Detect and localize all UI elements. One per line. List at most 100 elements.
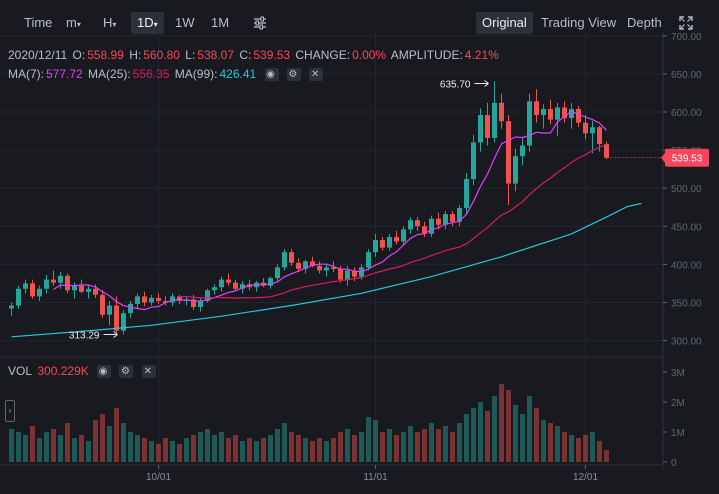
change-label: CHANGE: bbox=[295, 48, 351, 62]
volume-bar bbox=[366, 417, 371, 462]
volume-bar bbox=[79, 435, 84, 462]
volume-bar bbox=[569, 435, 574, 462]
candle-body bbox=[590, 127, 595, 134]
volume-bar bbox=[93, 420, 98, 462]
y-tick-label: 650.00 bbox=[671, 70, 702, 81]
candle-body bbox=[296, 262, 301, 269]
volume-bar bbox=[58, 435, 63, 462]
day-interval-button[interactable]: 1D▾ bbox=[131, 12, 164, 34]
ma-remove-button[interactable]: ✕ bbox=[309, 68, 324, 82]
amplitude-value: 4.21% bbox=[464, 48, 499, 62]
volume-bar bbox=[387, 429, 392, 462]
ma7-label: MA(7): bbox=[8, 67, 44, 81]
volume-bar bbox=[338, 432, 343, 462]
candle-body bbox=[562, 107, 567, 119]
candle-body bbox=[58, 275, 63, 283]
candle-body bbox=[471, 142, 476, 180]
candle-body bbox=[520, 145, 525, 157]
volume-bar bbox=[401, 432, 406, 462]
candle-body bbox=[569, 108, 574, 119]
candle-body bbox=[408, 220, 413, 230]
candle-body bbox=[219, 279, 224, 288]
volume-bar bbox=[562, 432, 567, 462]
volume-bar bbox=[555, 426, 560, 462]
volume-bar bbox=[23, 435, 28, 462]
minute-interval-button[interactable]: m▾ bbox=[66, 12, 81, 34]
candle-body bbox=[177, 296, 182, 301]
candle-body bbox=[163, 300, 168, 303]
ma-settings-button[interactable]: ⚙ bbox=[286, 68, 301, 82]
fullscreen-button[interactable] bbox=[678, 12, 694, 34]
candle-body bbox=[65, 275, 70, 291]
volume-bar bbox=[114, 408, 119, 462]
vol-info-line: VOL 300.229K ◉ ⚙ ✕ bbox=[8, 364, 158, 379]
date-axis: 10/01 11/01 12/01 bbox=[0, 464, 663, 483]
volume-bar bbox=[429, 423, 434, 462]
volume-bar bbox=[499, 384, 504, 462]
candle-body bbox=[51, 279, 56, 283]
volume-bar bbox=[527, 396, 532, 462]
candle-body bbox=[23, 283, 28, 289]
y-tick-label: 450.00 bbox=[671, 222, 702, 233]
indicator-settings-button[interactable] bbox=[251, 12, 269, 34]
vol-settings-button[interactable]: ⚙ bbox=[119, 365, 134, 379]
candle-body bbox=[30, 283, 35, 297]
candle-body bbox=[583, 122, 588, 134]
candle-body bbox=[499, 102, 504, 122]
volume-bar bbox=[156, 444, 161, 462]
volume-bar bbox=[471, 408, 476, 462]
volume-bar bbox=[198, 432, 203, 462]
ma-info-line: MA(7): 577.72 MA(25): 556.35 MA(99): 426.41… bbox=[8, 67, 325, 82]
candle-body bbox=[128, 304, 133, 314]
hour-interval-button[interactable]: H▾ bbox=[103, 12, 116, 34]
candle-body bbox=[429, 218, 434, 234]
volume-bar bbox=[9, 429, 14, 462]
ma-visibility-toggle[interactable]: ◉ bbox=[264, 68, 279, 82]
x-tick-label: 11/01 bbox=[363, 472, 388, 483]
candle-body bbox=[527, 101, 532, 146]
volume-bar bbox=[184, 438, 189, 462]
depth-tab[interactable]: Depth bbox=[627, 15, 662, 30]
close-icon: ✕ bbox=[143, 366, 152, 378]
candle-body bbox=[205, 290, 210, 301]
candle-body bbox=[548, 108, 553, 120]
moving-average-lines bbox=[11, 110, 642, 338]
panel-collapse-handle[interactable]: › bbox=[5, 400, 15, 422]
volume-bar bbox=[303, 438, 308, 462]
original-view-tab[interactable]: Original bbox=[476, 12, 533, 34]
day-label: 1D bbox=[137, 15, 154, 30]
volume-bar bbox=[170, 441, 175, 462]
x-tick-label: 12/01 bbox=[573, 472, 598, 483]
candle-body bbox=[443, 214, 448, 225]
volume-bar bbox=[142, 438, 147, 462]
volume-bar bbox=[212, 435, 217, 462]
volume-bar bbox=[128, 432, 133, 462]
amplitude-label: AMPLITUDE: bbox=[390, 48, 463, 62]
price-axis: 700.00650.00600.00550.00500.00450.00400.… bbox=[662, 32, 702, 470]
candle-body bbox=[72, 285, 77, 291]
month-interval-button[interactable]: 1M bbox=[211, 15, 230, 30]
candle-body bbox=[121, 313, 126, 331]
candle-body bbox=[513, 156, 518, 184]
candle-body bbox=[576, 108, 581, 123]
volume-bar bbox=[380, 432, 385, 462]
volume-bar bbox=[457, 423, 462, 462]
volume-bar bbox=[261, 438, 266, 462]
vol-visibility-toggle[interactable]: ◉ bbox=[97, 365, 112, 379]
candle-body bbox=[366, 252, 371, 268]
high-value: 560.80 bbox=[143, 48, 180, 62]
candle-body bbox=[16, 288, 21, 306]
time-interval-button[interactable]: Time bbox=[24, 15, 53, 30]
volume-bar bbox=[226, 438, 231, 462]
caret-down-icon: ▾ bbox=[112, 20, 117, 29]
vol-tick-label: 1M bbox=[671, 428, 685, 439]
volume-bar bbox=[597, 441, 602, 462]
candle-body bbox=[170, 296, 175, 303]
week-interval-button[interactable]: 1W bbox=[175, 15, 195, 30]
trading-view-tab[interactable]: Trading View bbox=[541, 15, 617, 30]
ma25-line bbox=[179, 144, 607, 299]
vol-remove-button[interactable]: ✕ bbox=[141, 365, 156, 379]
low-value: 538.07 bbox=[197, 48, 234, 62]
candle-body bbox=[485, 115, 490, 138]
